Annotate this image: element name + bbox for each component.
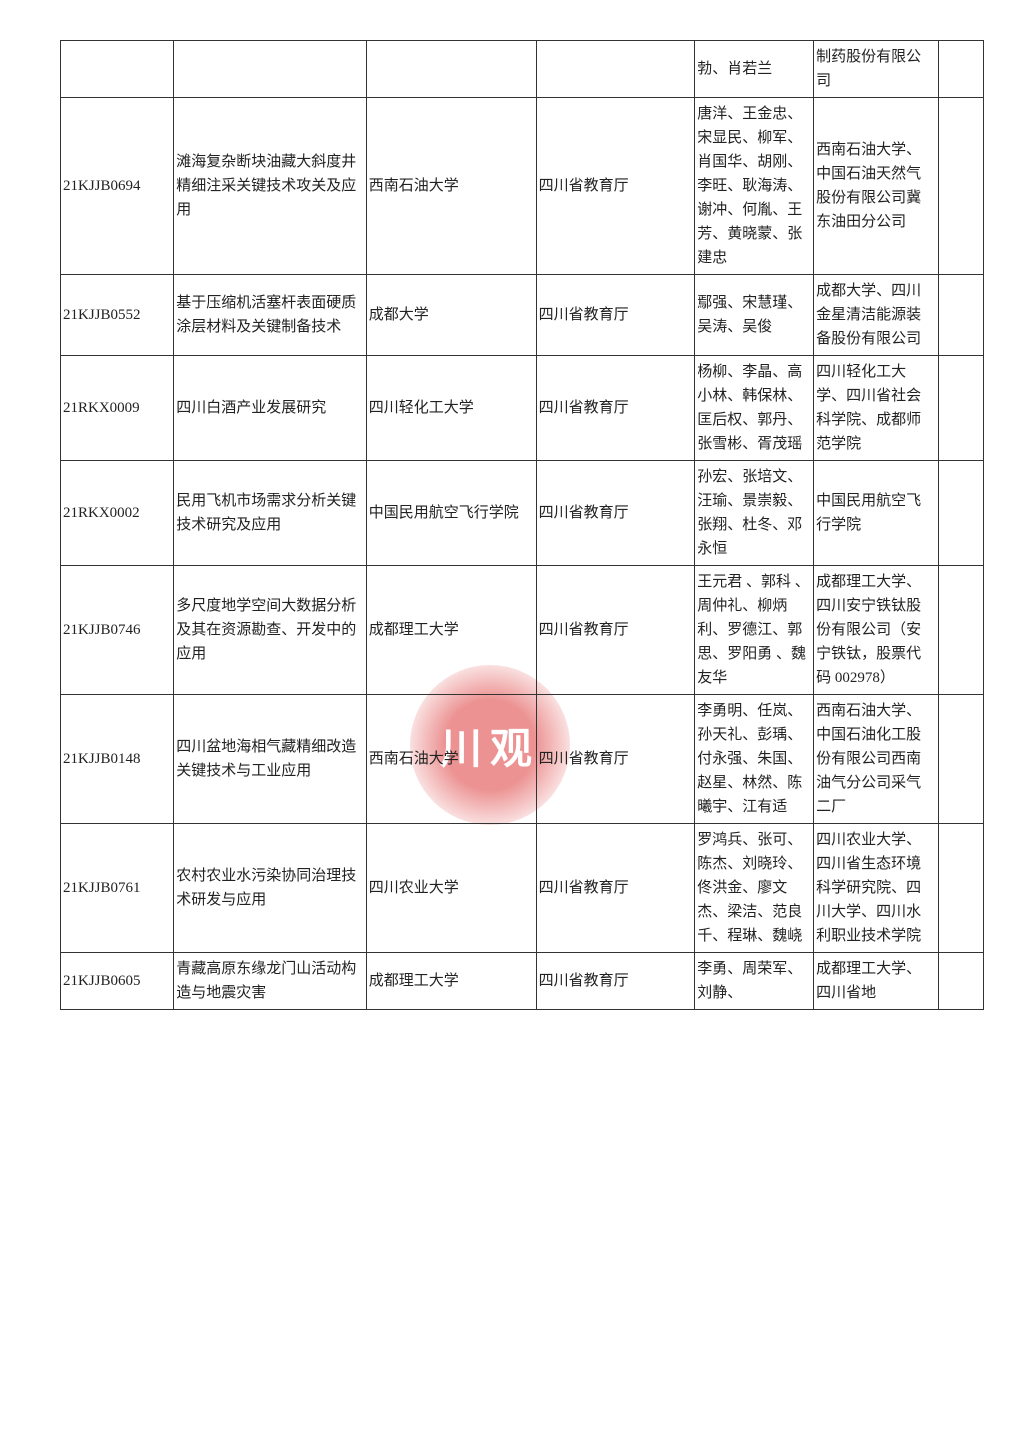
cell-people: 唐洋、王金忠、宋显民、柳军、肖国华、胡刚、李旺、耿海涛、谢冲、何胤、王芳、黄晓蒙…	[695, 98, 814, 275]
cell-title: 四川白酒产业发展研究	[174, 356, 367, 461]
cell-unit: 四川轻化工大学	[366, 356, 536, 461]
cell-unit: 四川农业大学	[366, 824, 536, 953]
cell-affil: 制药股份有限公司	[814, 41, 939, 98]
cell-affil: 成都大学、四川金星清洁能源装备股份有限公司	[814, 275, 939, 356]
cell-id: 21RKX0002	[61, 461, 174, 566]
table-row: 勃、肖若兰制药股份有限公司	[61, 41, 984, 98]
table-row: 21KJJB0552基于压缩机活塞杆表面硬质涂层材料及关键制备技术成都大学四川省…	[61, 275, 984, 356]
cell-id: 21KJJB0761	[61, 824, 174, 953]
cell-id: 21KJJB0552	[61, 275, 174, 356]
cell-unit: 成都理工大学	[366, 953, 536, 1010]
cell-unit: 西南石油大学	[366, 98, 536, 275]
cell-dept: 四川省教育厅	[536, 356, 695, 461]
cell-people: 罗鸿兵、张可、陈杰、刘晓玲、佟洪金、廖文杰、梁洁、范良千、程琳、魏峣	[695, 824, 814, 953]
table-body: 勃、肖若兰制药股份有限公司21KJJB0694滩海复杂断块油藏大斜度井精细注采关…	[61, 41, 984, 1010]
cell-affil: 成都理工大学、四川省地	[814, 953, 939, 1010]
cell-id	[61, 41, 174, 98]
cell-last	[938, 98, 983, 275]
cell-people: 杨柳、李晶、高小林、韩保林、匡后权、郭丹、张雪彬、胥茂瑶	[695, 356, 814, 461]
cell-affil: 四川轻化工大学、四川省社会科学院、成都师范学院	[814, 356, 939, 461]
cell-title: 多尺度地学空间大数据分析及其在资源勘查、开发中的应用	[174, 566, 367, 695]
cell-title	[174, 41, 367, 98]
cell-id: 21RKX0009	[61, 356, 174, 461]
table-row: 21RKX0002民用飞机市场需求分析关键技术研究及应用中国民用航空飞行学院四川…	[61, 461, 984, 566]
cell-last	[938, 461, 983, 566]
cell-last	[938, 275, 983, 356]
cell-unit	[366, 41, 536, 98]
cell-dept: 四川省教育厅	[536, 98, 695, 275]
table-row: 21KJJB0148四川盆地海相气藏精细改造关键技术与工业应用西南石油大学四川省…	[61, 695, 984, 824]
cell-id: 21KJJB0694	[61, 98, 174, 275]
cell-last	[938, 356, 983, 461]
cell-dept: 四川省教育厅	[536, 953, 695, 1010]
cell-last	[938, 953, 983, 1010]
cell-affil: 西南石油大学、中国石油化工股份有限公司西南油气分公司采气二厂	[814, 695, 939, 824]
table-row: 21KJJB0694滩海复杂断块油藏大斜度井精细注采关键技术攻关及应用西南石油大…	[61, 98, 984, 275]
table-row: 21KJJB0761农村农业水污染协同治理技术研发与应用四川农业大学四川省教育厅…	[61, 824, 984, 953]
cell-dept: 四川省教育厅	[536, 275, 695, 356]
cell-people: 王元君 、郭科 、周仲礼、柳炳利、罗德江、郭思、罗阳勇 、魏友华	[695, 566, 814, 695]
cell-last	[938, 824, 983, 953]
cell-title: 四川盆地海相气藏精细改造关键技术与工业应用	[174, 695, 367, 824]
cell-dept: 四川省教育厅	[536, 566, 695, 695]
cell-last	[938, 566, 983, 695]
cell-id: 21KJJB0605	[61, 953, 174, 1010]
cell-people: 鄢强、宋慧瑾、吴涛、吴俊	[695, 275, 814, 356]
cell-last	[938, 41, 983, 98]
cell-affil: 西南石油大学、中国石油天然气股份有限公司冀东油田分公司	[814, 98, 939, 275]
cell-affil: 中国民用航空飞行学院	[814, 461, 939, 566]
cell-people: 勃、肖若兰	[695, 41, 814, 98]
cell-title: 农村农业水污染协同治理技术研发与应用	[174, 824, 367, 953]
cell-last	[938, 695, 983, 824]
cell-dept: 四川省教育厅	[536, 461, 695, 566]
document-page: 川观 勃、肖若兰制药股份有限公司21KJJB0694滩海复杂断块油藏大斜度井精细…	[0, 0, 1024, 1020]
cell-affil: 成都理工大学、四川安宁铁钛股份有限公司（安宁铁钛，股票代码 002978）	[814, 566, 939, 695]
cell-people: 李勇、周荣军、刘静、	[695, 953, 814, 1010]
cell-unit: 西南石油大学	[366, 695, 536, 824]
cell-affil: 四川农业大学、四川省生态环境科学研究院、四川大学、四川水利职业技术学院	[814, 824, 939, 953]
cell-dept: 四川省教育厅	[536, 695, 695, 824]
cell-id: 21KJJB0148	[61, 695, 174, 824]
table-row: 21KJJB0605青藏高原东缘龙门山活动构造与地震灾害成都理工大学四川省教育厅…	[61, 953, 984, 1010]
data-table: 勃、肖若兰制药股份有限公司21KJJB0694滩海复杂断块油藏大斜度井精细注采关…	[60, 40, 984, 1010]
table-row: 21KJJB0746多尺度地学空间大数据分析及其在资源勘查、开发中的应用成都理工…	[61, 566, 984, 695]
table-row: 21RKX0009四川白酒产业发展研究四川轻化工大学四川省教育厅杨柳、李晶、高小…	[61, 356, 984, 461]
cell-people: 孙宏、张培文、汪瑜、景崇毅、张翔、杜冬、邓永恒	[695, 461, 814, 566]
cell-unit: 成都理工大学	[366, 566, 536, 695]
cell-title: 青藏高原东缘龙门山活动构造与地震灾害	[174, 953, 367, 1010]
cell-unit: 成都大学	[366, 275, 536, 356]
cell-id: 21KJJB0746	[61, 566, 174, 695]
cell-people: 李勇明、任岚、孙天礼、彭瑀、付永强、朱国、赵星、林然、陈曦宇、江有适	[695, 695, 814, 824]
cell-dept	[536, 41, 695, 98]
cell-title: 民用飞机市场需求分析关键技术研究及应用	[174, 461, 367, 566]
cell-unit: 中国民用航空飞行学院	[366, 461, 536, 566]
cell-title: 滩海复杂断块油藏大斜度井精细注采关键技术攻关及应用	[174, 98, 367, 275]
cell-dept: 四川省教育厅	[536, 824, 695, 953]
cell-title: 基于压缩机活塞杆表面硬质涂层材料及关键制备技术	[174, 275, 367, 356]
